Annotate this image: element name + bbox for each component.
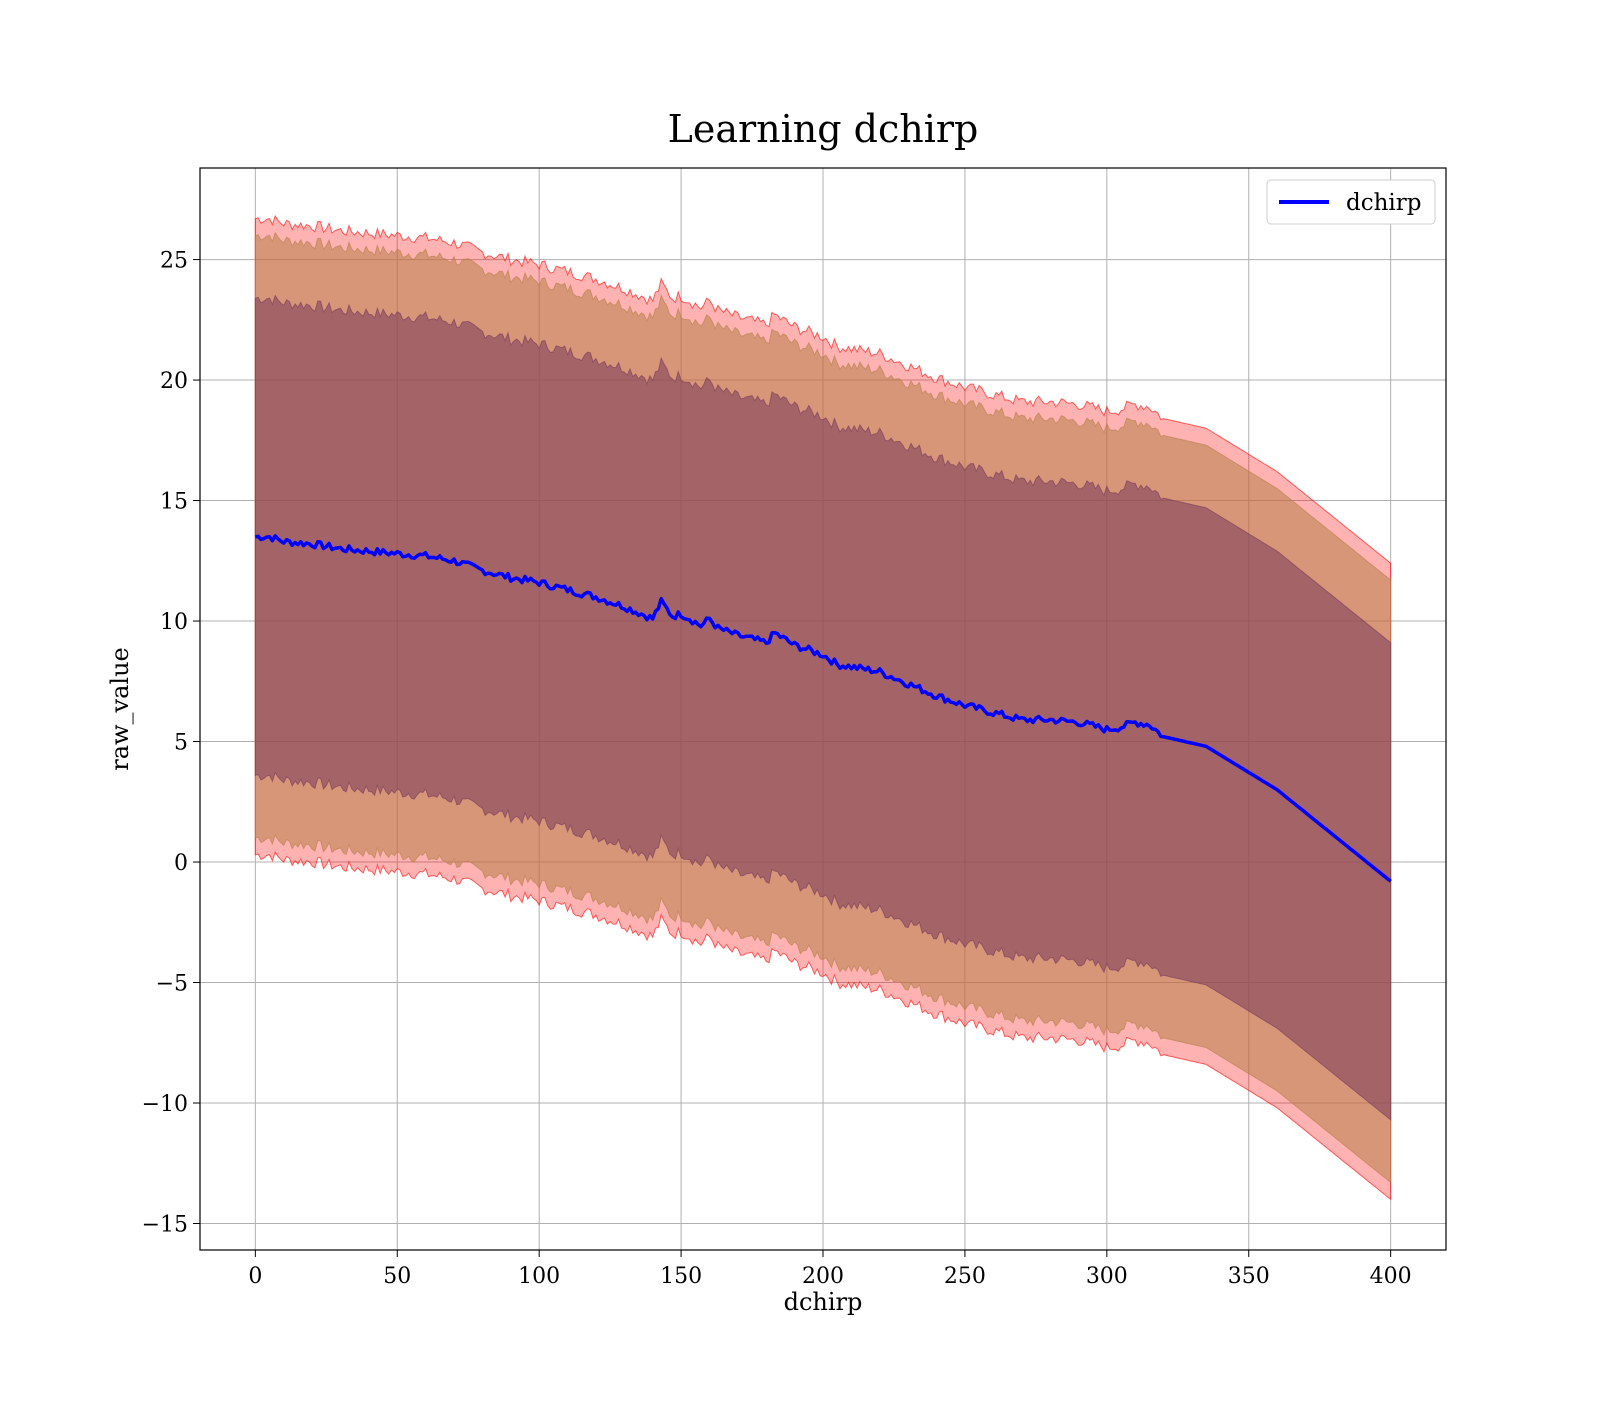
series-lines <box>255 534 1392 883</box>
x-tick-label: 200 <box>802 1264 844 1289</box>
y-tick-label: 0 <box>174 851 188 876</box>
y-tick-label: 10 <box>160 610 188 635</box>
y-tick-label: −15 <box>142 1212 188 1237</box>
legend-label-dchirp: dchirp <box>1346 190 1422 216</box>
y-tick-label: 25 <box>160 249 188 274</box>
legend-box <box>1266 179 1436 225</box>
band-inner <box>254 294 1392 1121</box>
x-tick-label: 350 <box>1228 1264 1270 1289</box>
uncertainty-bands <box>254 214 1392 1201</box>
legend: dchirp <box>1266 179 1436 225</box>
x-tick-label: 400 <box>1370 1264 1412 1289</box>
y-tick-label: 5 <box>174 731 188 756</box>
y-tick-label: 15 <box>160 490 188 515</box>
x-tick-label: 250 <box>944 1264 986 1289</box>
x-tick-label: 0 <box>248 1264 262 1289</box>
x-tick-label: 150 <box>660 1264 702 1289</box>
x-tick-label: 50 <box>383 1264 411 1289</box>
y-axis-label: raw_value <box>106 647 134 771</box>
y-tick-label: −5 <box>156 972 188 997</box>
y-tick-label: 20 <box>160 369 188 394</box>
ticks: 0 50 100 150 200 250 300 350 400 −15 −10 −5 0 5 10 15 20… <box>142 249 1412 1289</box>
y-tick-label: −10 <box>142 1092 188 1117</box>
x-axis-label: dchirp <box>784 1288 863 1316</box>
x-tick-label: 100 <box>518 1264 560 1289</box>
series-line-dchirp <box>255 534 1392 883</box>
x-tick-label: 300 <box>1086 1264 1128 1289</box>
chart-title: Learning dchirp <box>668 107 979 151</box>
